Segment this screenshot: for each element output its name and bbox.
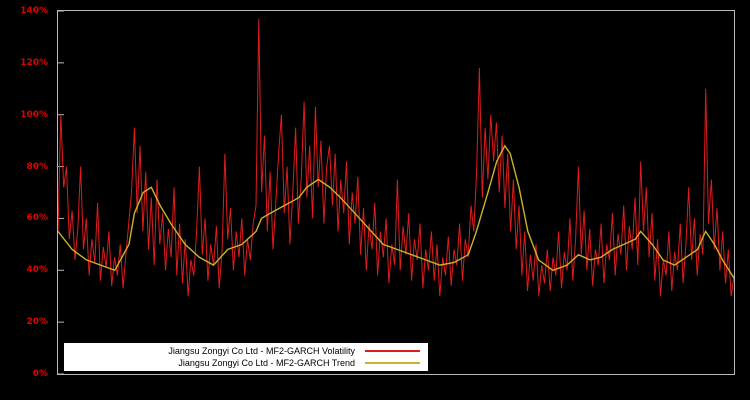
y-tick-label: 100% (20, 109, 48, 120)
volatility-series-line (58, 18, 734, 297)
y-tick-label: 20% (26, 317, 48, 328)
y-tick-label: 120% (20, 57, 48, 68)
y-tick-label: 40% (26, 265, 48, 276)
legend-item-trend: Jiangsu Zongyi Co Ltd - MF2-GARCH Trend (72, 357, 420, 369)
plot-frame: Jiangsu Zongyi Co Ltd - MF2-GARCH Volati… (57, 10, 735, 375)
y-tick-label: 0% (32, 369, 48, 379)
y-tick-label: 60% (26, 213, 48, 224)
legend-item-volatility: Jiangsu Zongyi Co Ltd - MF2-GARCH Volati… (72, 345, 420, 357)
trend-series-line (58, 144, 734, 279)
series-canvas (58, 11, 734, 374)
legend-label-trend: Jiangsu Zongyi Co Ltd - MF2-GARCH Trend (178, 358, 355, 368)
legend: Jiangsu Zongyi Co Ltd - MF2-GARCH Volati… (64, 343, 428, 371)
y-tick-label: 80% (26, 161, 48, 172)
y-tick-label: 140% (20, 6, 48, 16)
legend-label-volatility: Jiangsu Zongyi Co Ltd - MF2-GARCH Volati… (168, 346, 355, 356)
y-axis: 0% 20% 40% 60% 80% 100% 120% 140% (0, 0, 52, 400)
trend-line-swatch (365, 362, 420, 364)
volatility-line-swatch (365, 350, 420, 352)
